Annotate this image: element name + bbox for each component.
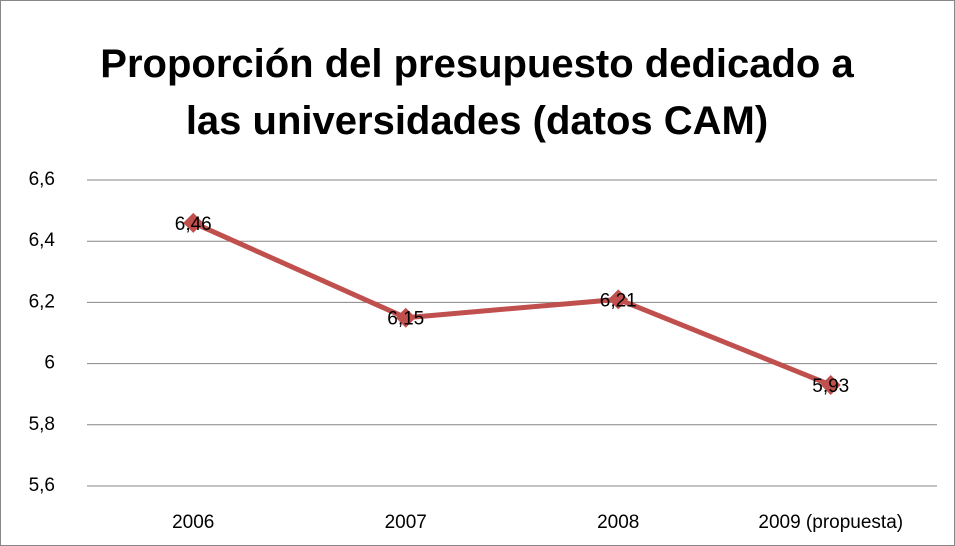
data-label: 5,93: [812, 376, 849, 397]
series-line: [192, 220, 832, 388]
data-point: [820, 375, 841, 396]
y-tick-label: 5,8: [29, 414, 55, 435]
y-tick-label: 6: [44, 353, 55, 374]
data-label: 6,21: [600, 290, 637, 311]
data-label: 6,46: [175, 214, 212, 235]
data-point: [395, 307, 416, 328]
chart-title: Proporción del presupuesto dedicado a la…: [100, 42, 854, 143]
x-tick-label: 2007: [385, 512, 427, 533]
y-tick-label: 6,2: [29, 291, 55, 312]
data-label: 6,15: [387, 309, 424, 330]
y-tick-label: 6,6: [29, 169, 55, 190]
y-tick-label: 5,6: [29, 475, 55, 496]
data-point: [183, 212, 204, 233]
x-tick-label: 2009 (propuesta): [758, 512, 903, 533]
x-tick-label: 2008: [597, 512, 639, 533]
x-tick-label: 2006: [172, 512, 214, 533]
data-point: [608, 289, 629, 310]
y-tick-label: 6,4: [29, 230, 56, 251]
